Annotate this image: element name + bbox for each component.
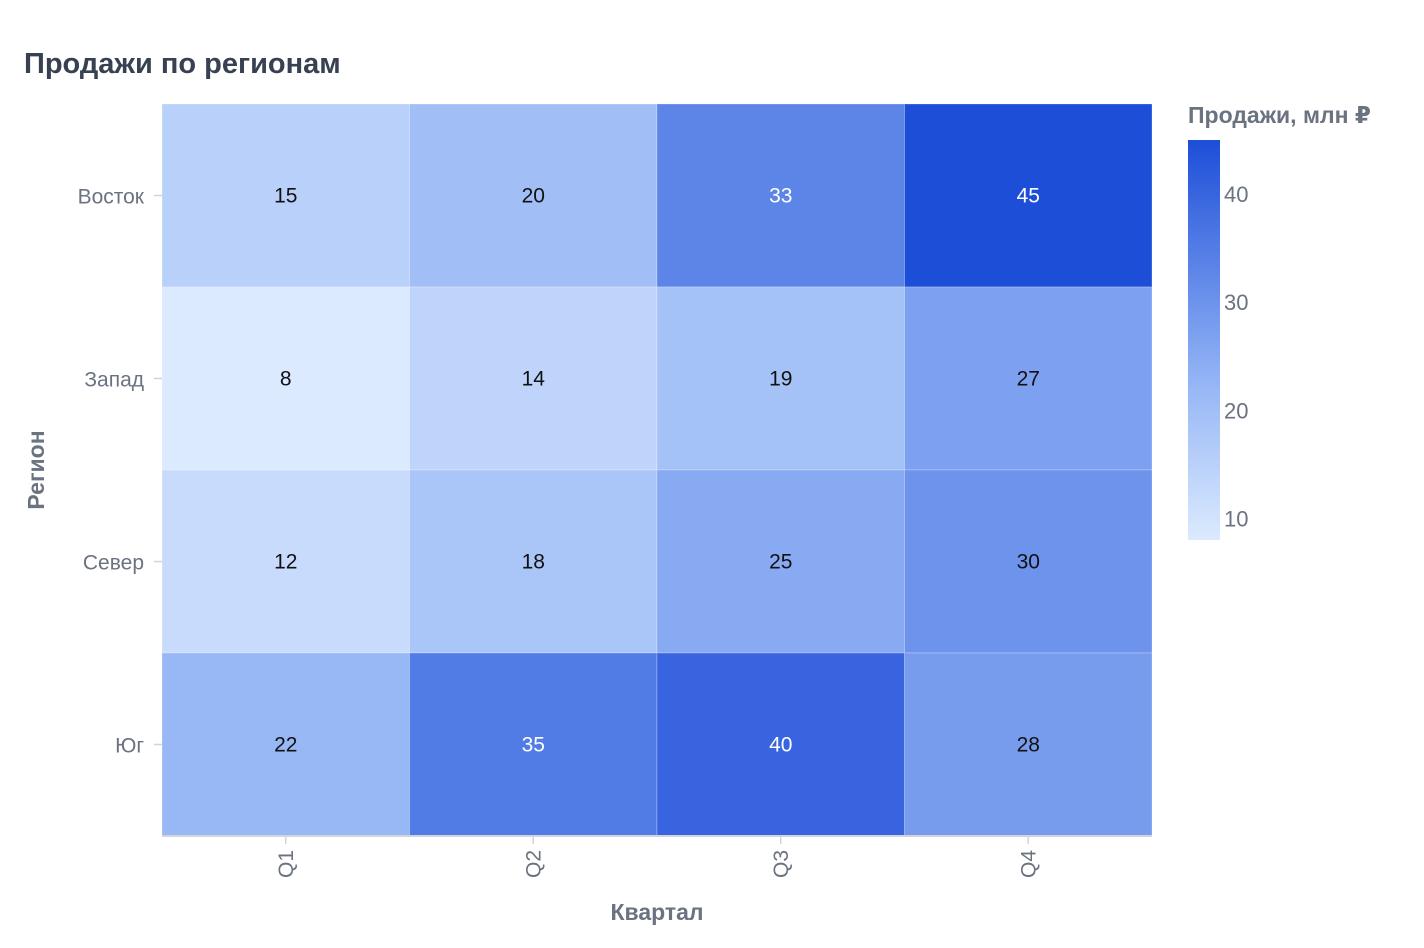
cell-value-label: 25 — [769, 551, 792, 574]
x-tick-label: Q1 — [275, 850, 298, 878]
heatmap-cell — [656, 103, 905, 288]
cell-value-label: 40 — [769, 734, 792, 757]
colorbar-legend: Продажи, млн ₽ 10 20 30 40 — [1188, 102, 1371, 540]
heatmap-cell — [161, 286, 410, 471]
colorbar-tick-label: 20 — [1224, 398, 1248, 423]
cell-value-label: 18 — [522, 551, 545, 574]
y-tick-label: Восток — [78, 186, 145, 209]
cell-value-label: 27 — [1017, 368, 1040, 391]
heatmap-cell — [409, 469, 658, 654]
heatmap-cell — [409, 103, 658, 288]
cell-value-label: 33 — [769, 185, 792, 208]
y-axis-ticks: Восток Запад Север Юг — [78, 186, 162, 758]
colorbar-title: Продажи, млн ₽ — [1188, 102, 1371, 128]
heatmap-cell-labels: 15 20 33 45 8 14 19 27 12 18 25 30 22 35 40 28 — [274, 185, 1040, 757]
cell-value-label: 14 — [522, 368, 546, 391]
x-axis-ticks: Q1 Q2 Q3 Q4 — [275, 836, 1040, 878]
heatmap-cell — [409, 286, 658, 471]
heatmap-cell — [904, 652, 1153, 837]
cell-value-label: 45 — [1017, 185, 1040, 208]
cell-value-label: 8 — [280, 368, 292, 391]
heatmap-cells — [161, 103, 1153, 837]
heatmap-cell — [656, 286, 905, 471]
x-tick-label: Q2 — [522, 850, 545, 878]
y-tick-label: Север — [83, 552, 144, 575]
heatmap-cell — [904, 469, 1153, 654]
colorbar-tick-label: 10 — [1224, 506, 1248, 531]
cell-value-label: 30 — [1017, 551, 1040, 574]
heatmap-cell — [904, 286, 1153, 471]
cell-value-label: 19 — [769, 368, 792, 391]
cell-value-label: 22 — [274, 734, 297, 757]
heatmap-cell — [161, 103, 410, 288]
cell-value-label: 35 — [522, 734, 545, 757]
chart-title: Продажи по регионам — [24, 48, 341, 80]
heatmap-cell — [409, 652, 658, 837]
y-tick-label: Юг — [115, 735, 144, 758]
colorbar-tick-label: 40 — [1224, 182, 1248, 207]
heatmap-cell — [656, 652, 905, 837]
cell-value-label: 20 — [522, 185, 545, 208]
x-axis-title: Квартал — [610, 899, 703, 925]
colorbar-ticks: 10 20 30 40 — [1220, 182, 1248, 531]
colorbar-tick-label: 30 — [1224, 290, 1248, 315]
cell-value-label: 12 — [274, 551, 297, 574]
heatmap-cell — [904, 103, 1153, 288]
colorbar-gradient — [1188, 140, 1220, 540]
x-tick-label: Q4 — [1017, 850, 1040, 878]
y-axis-title: Регион — [23, 430, 49, 509]
cell-value-label: 28 — [1017, 734, 1040, 757]
x-tick-label: Q3 — [770, 850, 793, 878]
heatmap-cell — [161, 652, 410, 837]
cell-value-label: 15 — [274, 185, 297, 208]
y-tick-label: Запад — [84, 369, 144, 392]
